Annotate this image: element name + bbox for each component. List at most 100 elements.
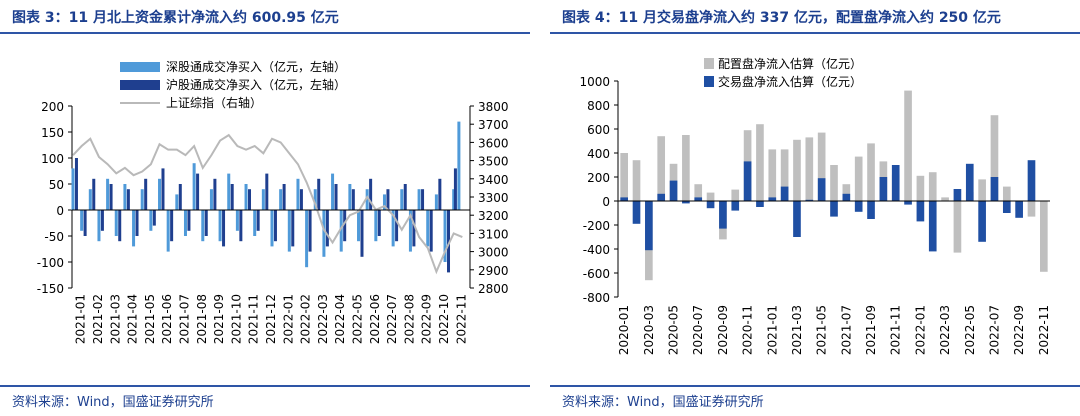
bar-shen [123,184,127,210]
bar-shen [331,173,335,210]
bar-jiaoyi [1027,160,1036,201]
bar-jiaoyi [891,165,900,201]
x-tick-label: 2021-05 [815,305,829,355]
bar-jiaoyi [768,197,777,201]
chart-title: 图表 3：11 月北上资金累计净流入约 600.95 亿元 [12,10,339,26]
bar-jiaoyi [928,201,937,252]
bar-shen [382,194,386,210]
x-tick-label: 2021-09 [864,305,878,355]
source-note: 资料来源：Wind，国盛证券研究所 [12,395,214,410]
bar-shen [400,189,404,210]
bar-shen [261,189,265,210]
x-tick-label: 2020-09 [716,305,730,355]
x-tick-label: 2021-08 [195,294,209,344]
bar-jiaoyi [978,201,986,242]
bar-peizhi [1002,186,1011,201]
bar-shen [97,210,101,242]
bar-jiaoyi [904,201,912,205]
legend-swatch-peizhi [704,58,714,69]
bar-shen [339,210,343,252]
x-tick-label: 2021-02 [91,294,105,344]
x-tick-label: 2022-01 [281,294,295,344]
x-tick-label: 2022-09 [1012,305,1026,355]
bar-jiaoyi [953,189,962,201]
bar-hu [239,210,243,242]
bar-jiaoyi [669,180,678,201]
bar-shen [443,210,447,262]
x-tick-label: 2021-01 [74,294,88,344]
x-tick-label: 2020-07 [691,305,705,355]
bar-hu [230,184,234,210]
x-tick-label: 2022-06 [368,294,382,344]
bar-shen [88,189,92,210]
left-tick-label: 0 [56,204,64,218]
bar-shen [426,210,430,247]
left-tick-label: 50 [49,178,64,192]
chart-panel-northbound: 图表 3：11 月北上资金累计净流入约 600.95 亿元 200 150 100 5… [0,0,530,416]
left-tick-label: -100 [37,256,64,270]
bar-shen [374,210,378,242]
bar-shen [71,168,75,210]
right-tick-label: 2900 [478,264,509,278]
bar-shen [209,189,213,210]
legend-label: 交易盘净流入估算（亿元） [718,74,862,89]
bar-hu [213,178,217,210]
bar-peizhi [830,165,838,201]
x-tick-label: 2022-08 [402,294,416,344]
right-tick-label: 3800 [478,100,509,114]
bar-hu [360,210,364,257]
bar-peizhi [867,143,875,201]
bar-hu [83,210,87,236]
bar-jiaoyi [632,201,641,224]
bar-shen [114,210,118,236]
x-tick-label: 2021-05 [143,294,157,344]
bar-peizhi [706,192,715,201]
bar-hu [196,173,200,210]
bar-peizhi [928,172,937,201]
right-tick-label: 3000 [478,246,509,260]
bar-peizhi [620,153,628,201]
bar-hu [412,210,416,247]
bar-hu [317,178,321,210]
x-tick-label: 2021-11 [889,305,903,355]
bar-hu [118,210,122,242]
bar-hu [187,210,191,231]
right-tick-label: 3700 [478,118,509,132]
bar-shen [132,210,136,247]
right-tick-label: 2800 [478,282,509,296]
right-tick-label: 3100 [478,227,509,241]
bar-shen [296,178,300,210]
bar-hu [334,184,338,210]
bar-shen [235,210,239,231]
bar-peizhi [756,124,764,201]
bar-peizhi [990,115,999,201]
bar-shen [434,194,438,210]
bar-jiaoyi [756,201,764,207]
bar-jiaoyi [780,186,789,201]
bar-peizhi [793,139,801,201]
x-tick-label: 2020-05 [667,305,681,355]
x-tick-label: 2021-03 [790,305,804,355]
bar-shen [417,189,421,210]
bar-jiaoyi [842,193,851,201]
bar-shen [348,184,352,210]
bar-peizhi [694,184,703,201]
y-tick-label: 200 [587,171,610,185]
x-tick-label: 2020-11 [741,305,755,355]
bar-peizhi [904,90,912,201]
bar-shen [270,210,274,247]
right-tick-label: 3500 [478,155,509,169]
x-tick-label: 2022-11 [1037,305,1051,355]
legend-swatch-hu [120,80,160,90]
bar-hu [100,210,104,231]
bar-hu [447,210,451,273]
x-tick-label: 2020-01 [617,305,631,355]
bar-shen [305,210,309,268]
legend-label: 深股通成交净买入（亿元，左轴） [166,59,346,74]
left-tick-label: 100 [41,152,64,166]
bar-hu [126,189,130,210]
bar-hu [109,184,113,210]
bar-peizhi [1027,201,1036,217]
bar-jiaoyi [854,201,863,212]
y-tick-label: 400 [587,147,610,161]
